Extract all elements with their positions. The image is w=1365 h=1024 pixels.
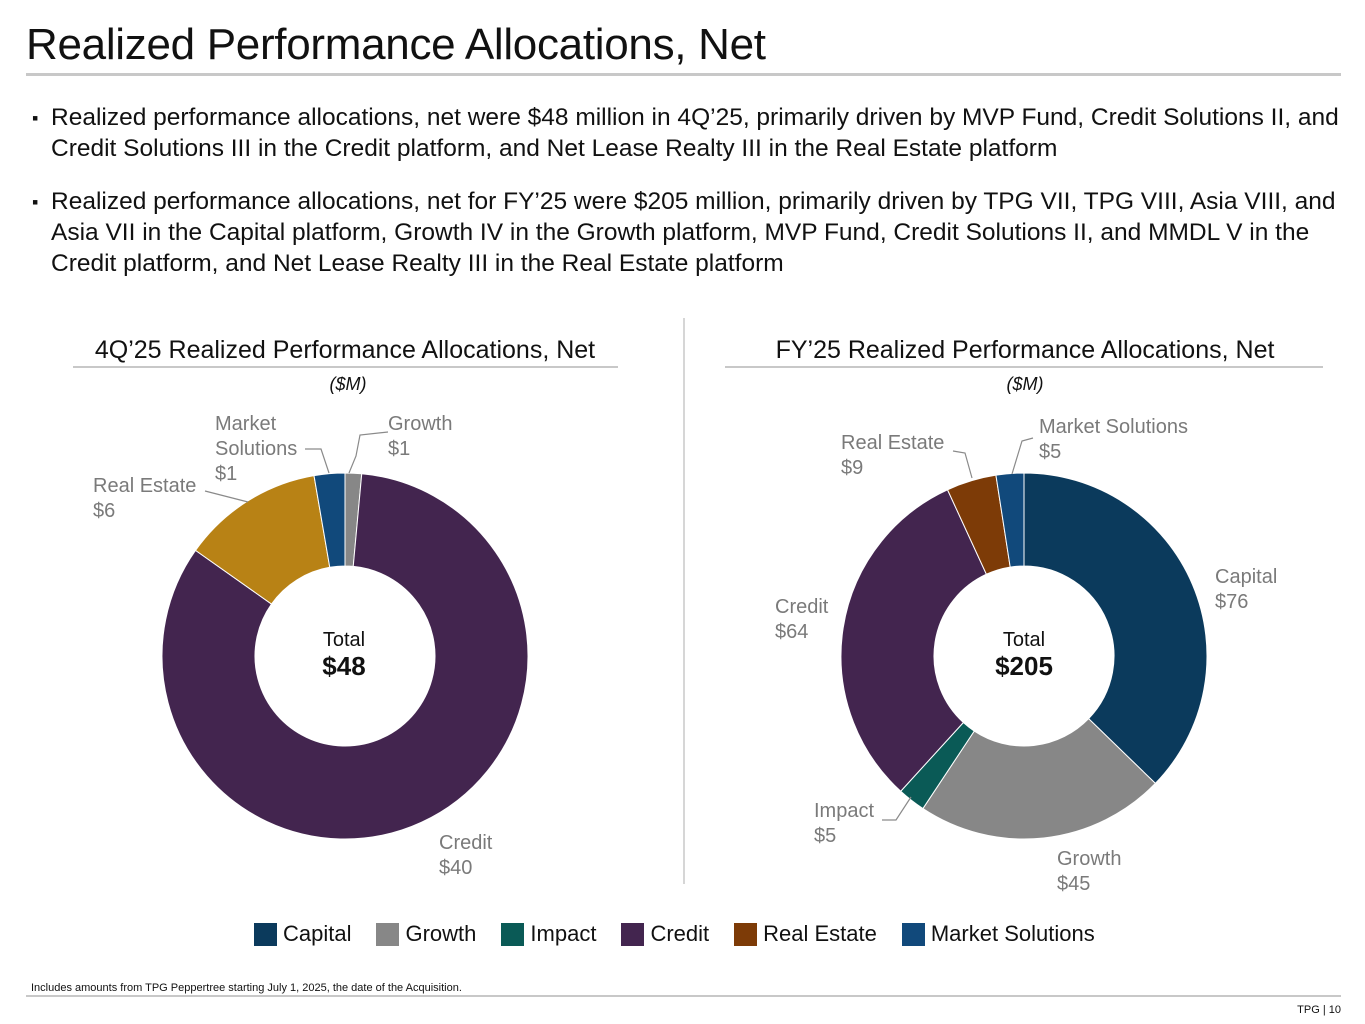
donut-4q bbox=[161, 472, 529, 840]
legend-label-impact: Impact bbox=[530, 921, 597, 946]
slice-fy-market-solutions bbox=[995, 472, 1025, 568]
label-4q-realestate-name: Real Estate bbox=[93, 475, 196, 497]
legend-label-real-estate: Real Estate bbox=[763, 921, 877, 946]
legend-item-market-solutions: Market Solutions bbox=[901, 921, 1095, 947]
page-number: TPG | 10 bbox=[1297, 1004, 1341, 1016]
label-fy-credit-name: Credit bbox=[775, 596, 829, 618]
leader-line-growth-4q bbox=[348, 431, 389, 474]
legend-label-growth: Growth bbox=[405, 921, 477, 946]
chart-unit-4q: ($M) bbox=[329, 374, 367, 394]
slice-4q-credit bbox=[161, 473, 529, 840]
legend-item-real-estate: Real Estate bbox=[734, 921, 877, 947]
leader-line-realestate-4q bbox=[204, 490, 249, 503]
legend-swatch-credit bbox=[621, 922, 645, 946]
bullet-text-fy: Realized performance allocations, net fo… bbox=[51, 188, 1336, 277]
legend-swatch-growth bbox=[376, 922, 400, 946]
chart-rule-4q bbox=[73, 366, 618, 368]
label-fy-impact-value: $5 bbox=[814, 825, 836, 847]
total-label-fy: Total bbox=[1003, 629, 1045, 651]
leader-line-market-4q bbox=[305, 448, 330, 474]
donut-fy bbox=[840, 472, 1208, 840]
legend-swatch-capital bbox=[254, 922, 277, 946]
legend-swatch-real-estate bbox=[734, 922, 758, 946]
bullet-marker: ▪ bbox=[32, 108, 39, 128]
leader-line-market-fy bbox=[1011, 437, 1034, 475]
summary-bullets: ▪ Realized performance allocations, net … bbox=[32, 102, 1342, 301]
bullet-marker: ▪ bbox=[32, 192, 39, 212]
chart-rule-fy bbox=[725, 366, 1323, 368]
legend-swatch-market-solutions bbox=[901, 922, 925, 946]
label-4q-growth-name: Growth bbox=[388, 413, 452, 435]
label-fy-market-name: Market Solutions bbox=[1039, 416, 1188, 438]
page-title: Realized Performance Allocations, Net bbox=[26, 20, 766, 69]
legend-label-credit: Credit bbox=[650, 921, 710, 946]
label-4q-market-value: $1 bbox=[215, 463, 237, 485]
legend-swatch-impact bbox=[501, 922, 525, 946]
leader-line-realestate-fy bbox=[952, 450, 973, 479]
chart-title-fy: FY’25 Realized Performance Allocations, … bbox=[775, 336, 1275, 364]
chart-divider bbox=[683, 318, 685, 884]
label-fy-realestate-name: Real Estate bbox=[841, 432, 944, 454]
leader-line-impact-fy bbox=[882, 796, 912, 821]
label-4q-credit-value: $40 bbox=[439, 857, 472, 879]
label-fy-growth-value: $45 bbox=[1057, 873, 1090, 895]
footer-divider bbox=[26, 995, 1341, 997]
legend-item-impact: Impact bbox=[501, 921, 596, 947]
total-label-4q: Total bbox=[323, 629, 365, 651]
chart-title-4q: 4Q’25 Realized Performance Allocations, … bbox=[94, 336, 596, 364]
label-fy-capital-name: Capital bbox=[1215, 566, 1277, 588]
legend-item-credit: Credit bbox=[621, 921, 709, 947]
slice-fy-growth bbox=[922, 717, 1157, 840]
slice-4q-market-solutions bbox=[313, 472, 346, 568]
slice-fy-capital bbox=[1023, 472, 1208, 785]
slice-fy-credit bbox=[840, 489, 988, 792]
legend-label-market-solutions: Market Solutions bbox=[930, 921, 1095, 946]
label-4q-market-name-2: Solutions bbox=[215, 438, 297, 460]
label-fy-realestate-value: $9 bbox=[841, 457, 863, 479]
label-4q-growth-value: $1 bbox=[388, 438, 410, 460]
total-value-4q: $48 bbox=[322, 651, 365, 681]
label-fy-credit-value: $64 bbox=[775, 621, 808, 643]
title-divider bbox=[26, 73, 1341, 76]
bullet-4q: ▪ Realized performance allocations, net … bbox=[32, 102, 1342, 164]
bullet-text-4q: Realized performance allocations, net we… bbox=[51, 104, 1339, 162]
label-4q-credit-name: Credit bbox=[439, 832, 493, 854]
label-4q-realestate-value: $6 bbox=[93, 500, 115, 522]
label-fy-market-value: $5 bbox=[1039, 441, 1061, 463]
chart-unit-fy: ($M) bbox=[1006, 374, 1044, 394]
legend-item-growth: Growth bbox=[376, 921, 476, 947]
label-fy-impact-name: Impact bbox=[814, 800, 874, 822]
chart-legend: Capital Growth Impact Credit Real Estate… bbox=[254, 921, 1120, 947]
bullet-fy: ▪ Realized performance allocations, net … bbox=[32, 186, 1342, 279]
label-fy-growth-name: Growth bbox=[1057, 848, 1121, 870]
label-fy-capital-value: $76 bbox=[1215, 591, 1248, 613]
legend-label-capital: Capital bbox=[283, 921, 352, 946]
total-value-fy: $205 bbox=[995, 651, 1053, 681]
label-4q-market-name-1: Market bbox=[215, 413, 277, 435]
legend-item-capital: Capital bbox=[254, 921, 351, 947]
footnote: Includes amounts from TPG Peppertree sta… bbox=[31, 982, 462, 994]
